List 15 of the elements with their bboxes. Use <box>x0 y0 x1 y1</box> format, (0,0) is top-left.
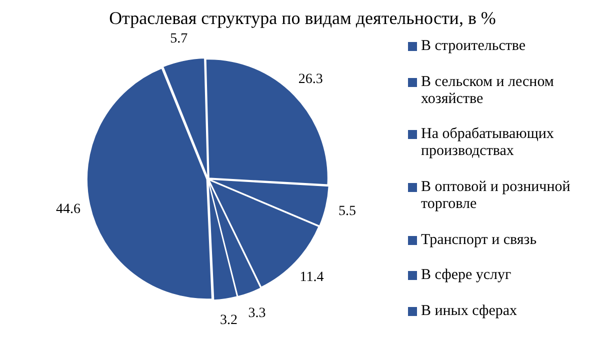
legend-label: В строительстве <box>421 38 526 56</box>
data-label: 26.3 <box>298 72 323 88</box>
legend-label: На обрабатывающих производствах <box>421 126 555 160</box>
data-label: 5.7 <box>170 32 188 47</box>
data-label: 3.2 <box>220 313 238 328</box>
data-label: 44.6 <box>56 202 81 218</box>
chart-title: Отраслевая структура по видам деятельности, в % <box>108 8 497 29</box>
legend-label: Транспорт и связь <box>421 232 537 249</box>
legend-label: В сельском и лесном хозяйстве <box>421 74 555 108</box>
data-label: 3.3 <box>248 306 266 322</box>
legend-label: В оптовой и розничной торговле <box>421 178 572 213</box>
data-label: 5.5 <box>338 204 356 220</box>
legend-label: В сфере услуг <box>421 267 512 284</box>
legend-label: В иных сферах <box>421 302 518 320</box>
data-label: 11.4 <box>300 270 324 286</box>
